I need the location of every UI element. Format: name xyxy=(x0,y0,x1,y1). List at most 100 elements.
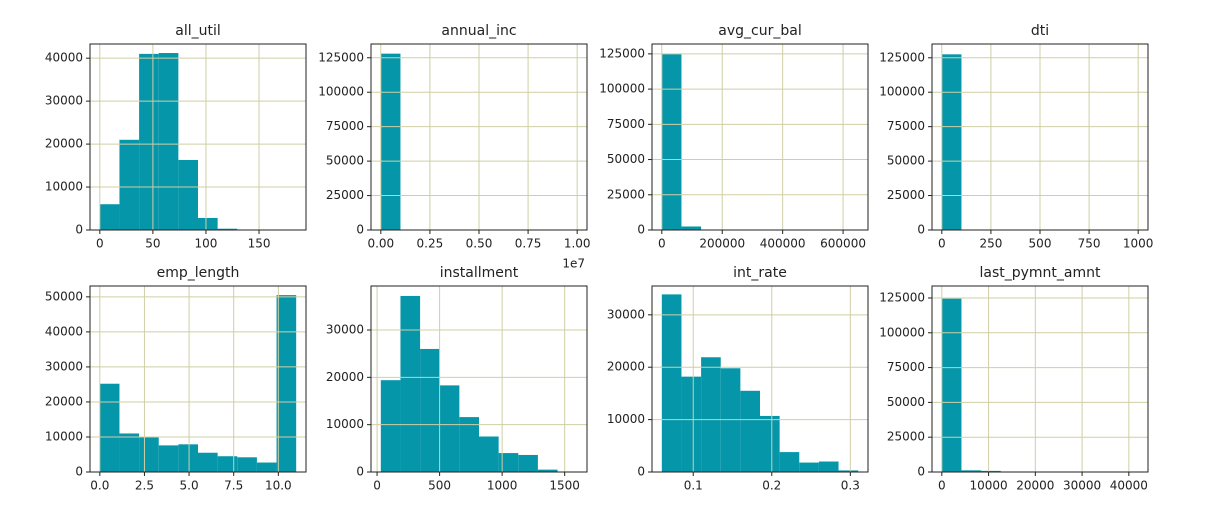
y-tick-label: 25000 xyxy=(887,188,925,202)
x-tick-label: 1.00 xyxy=(564,237,591,251)
y-tick-label: 100000 xyxy=(599,82,645,96)
x-tick-label: 0.00 xyxy=(367,237,394,251)
bar xyxy=(380,53,401,231)
y-tick-label: 30000 xyxy=(326,323,364,337)
subplot-title: dti xyxy=(1031,23,1049,39)
bar xyxy=(961,470,982,472)
bar xyxy=(158,445,179,472)
y-tick-label: 40000 xyxy=(45,324,83,338)
y-tick-label: 100000 xyxy=(318,85,364,99)
x-tick-label: 40000 xyxy=(1110,479,1148,493)
subplot-title: emp_length xyxy=(157,265,240,281)
bar xyxy=(99,204,120,230)
y-tick-label: 50000 xyxy=(45,289,83,303)
x-tick-label: 30000 xyxy=(1063,479,1101,493)
bar xyxy=(139,436,159,472)
x-tick-label: 750 xyxy=(1078,237,1101,251)
y-tick-label: 10000 xyxy=(326,417,364,431)
x-tick-label: 0.3 xyxy=(841,479,860,493)
subplot-title: avg_cur_bal xyxy=(718,23,801,39)
bar xyxy=(400,295,421,472)
subplot-title: all_util xyxy=(175,23,221,39)
y-tick-label: 0 xyxy=(917,223,925,237)
subplot-title: last_pymnt_amnt xyxy=(979,265,1101,281)
x-tick-label: 0.1 xyxy=(684,479,703,493)
x-tick-label: 0 xyxy=(938,237,946,251)
bar xyxy=(420,348,440,472)
y-tick-label: 0 xyxy=(917,465,925,479)
x-tick-label: 0 xyxy=(658,237,666,251)
subplot: 0 200000 400000 600000 0 25000 50000 75000 10000… xyxy=(599,23,869,251)
y-tick-label: 40000 xyxy=(45,51,83,65)
bar xyxy=(981,470,1001,472)
bar xyxy=(217,228,238,230)
y-tick-label: 0 xyxy=(356,465,364,479)
subplot: 0 250 500 750 1000 0 25000 50000 75000 100000 1250… xyxy=(879,23,1153,251)
y-tick-label: 0 xyxy=(75,223,83,237)
bar xyxy=(119,139,140,230)
y-tick-label: 20000 xyxy=(326,370,364,384)
subplot-title: int_rate xyxy=(733,265,787,281)
bar xyxy=(459,417,479,472)
y-tick-label: 0 xyxy=(637,223,645,237)
bar xyxy=(198,217,218,230)
bar xyxy=(439,385,460,472)
x-tick-label: 1500 xyxy=(549,479,580,493)
x-tick-label: 200000 xyxy=(699,237,745,251)
x-tick-label: 600000 xyxy=(820,237,866,251)
bar xyxy=(119,433,140,472)
bar xyxy=(256,462,277,472)
y-tick-label: 30000 xyxy=(45,94,83,108)
y-tick-label: 0 xyxy=(75,465,83,479)
y-tick-label: 30000 xyxy=(607,307,645,321)
bar xyxy=(276,295,297,472)
y-tick-label: 0 xyxy=(356,223,364,237)
plot-frame xyxy=(931,43,1149,231)
y-tick-label: 25000 xyxy=(887,430,925,444)
bar xyxy=(139,53,159,230)
y-tick-label: 20000 xyxy=(45,394,83,408)
x-tick-label: 400000 xyxy=(760,237,806,251)
y-tick-label: 0 xyxy=(637,465,645,479)
y-tick-label: 125000 xyxy=(879,290,925,304)
y-tick-label: 25000 xyxy=(326,188,364,202)
x-tick-label: 100 xyxy=(195,237,218,251)
bar xyxy=(178,444,198,472)
bar xyxy=(941,298,962,472)
bar xyxy=(537,469,558,472)
bar xyxy=(760,415,780,472)
x-tick-label: 20000 xyxy=(1016,479,1054,493)
bar xyxy=(818,461,839,472)
bar xyxy=(941,54,962,231)
bar xyxy=(178,159,198,230)
bar xyxy=(498,453,519,472)
bar xyxy=(681,226,702,230)
plot-frame xyxy=(651,43,869,231)
bar xyxy=(740,390,760,472)
y-tick-label: 50000 xyxy=(326,154,364,168)
x-tick-label: 0 xyxy=(373,479,381,493)
subplot: 0.0 2.5 5.0 7.5 10.0 0 10000 20000 30000 40000 500… xyxy=(45,265,307,493)
y-tick-label: 20000 xyxy=(607,360,645,374)
y-tick-label: 25000 xyxy=(607,187,645,201)
bar xyxy=(838,470,859,472)
x-tick-label: 0.25 xyxy=(417,237,444,251)
x-tick-label: 10000 xyxy=(969,479,1007,493)
y-tick-label: 75000 xyxy=(887,360,925,374)
bar xyxy=(237,457,257,472)
bar xyxy=(518,454,538,472)
x-tick-label: 500 xyxy=(428,479,451,493)
x-tick-label: 0.50 xyxy=(466,237,493,251)
y-tick-label: 10000 xyxy=(45,429,83,443)
subplot: 0 50 100 150 0 10000 20000 30000 40000 all_util xyxy=(45,23,307,251)
subplot: 0 500 1000 1500 0 10000 20000 30000 installment xyxy=(326,265,588,493)
plot-frame xyxy=(370,285,588,473)
x-tick-label: 150 xyxy=(248,237,271,251)
y-tick-label: 50000 xyxy=(887,154,925,168)
y-tick-label: 50000 xyxy=(607,152,645,166)
x-tick-label: 0 xyxy=(96,237,104,251)
subplot-title: annual_inc xyxy=(441,23,516,39)
y-tick-label: 125000 xyxy=(599,46,645,60)
bar xyxy=(217,456,238,472)
x-tick-label: 0.75 xyxy=(515,237,542,251)
